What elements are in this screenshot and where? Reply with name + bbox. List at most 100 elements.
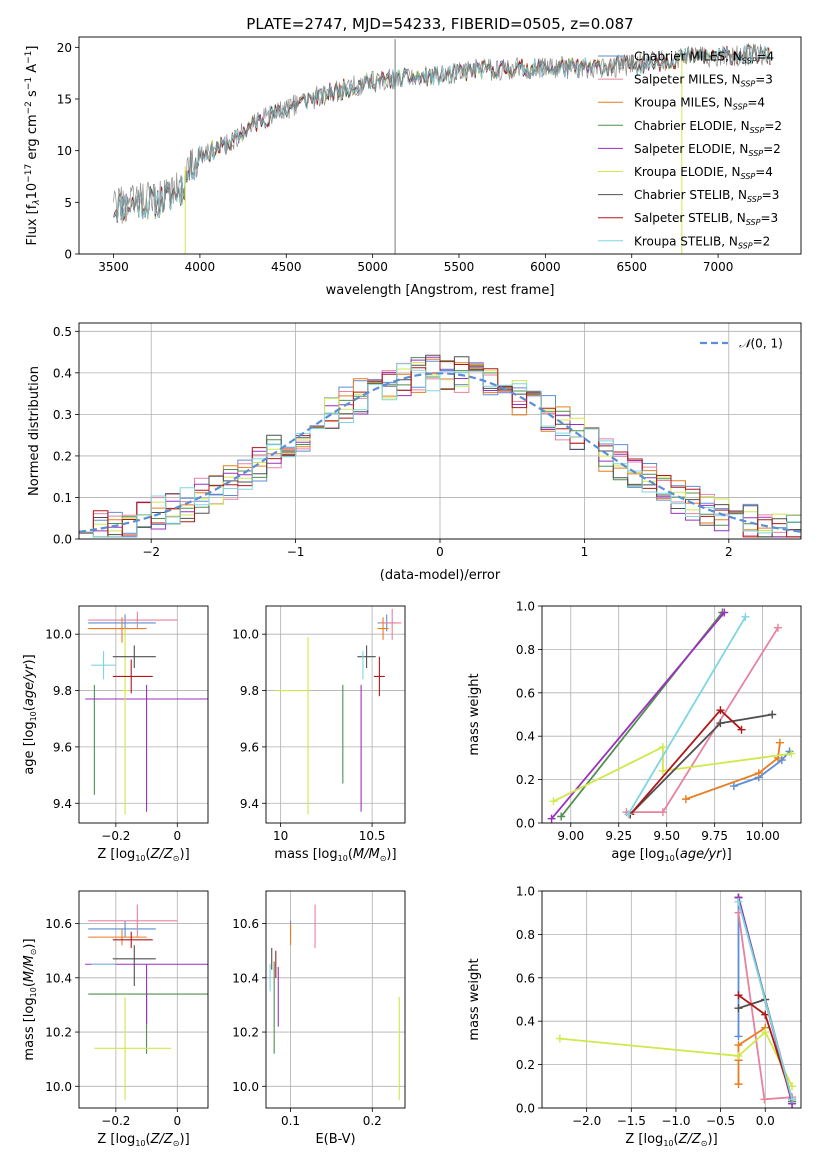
age-vs-Z-errorbar xyxy=(112,645,156,668)
massweight-vs-Z-xtick-label: −1.5 xyxy=(617,1114,646,1128)
spectrum-xlabel: wavelength [Angstrom, rest frame] xyxy=(326,283,555,298)
massweight-vs-Z-ytick-label: 1.0 xyxy=(516,885,535,899)
massweight-vs-age-ylabel: mass weight xyxy=(467,673,482,755)
massweight-vs-Z-xtick-label: −2.0 xyxy=(572,1114,601,1128)
mass-vs-EBV-axes: 0.1 0.2 10.0 10.2 10.4 10.6 xyxy=(232,891,405,1128)
massweight-vs-Z-plot-area xyxy=(555,893,797,1108)
residuals-plot-area xyxy=(78,354,802,538)
massweight-vs-age-point-marker xyxy=(768,710,777,719)
massweight-vs-age-point-marker xyxy=(624,810,633,819)
massweight-vs-age-point-marker xyxy=(549,797,558,806)
age-vs-Z-errorbar xyxy=(85,684,208,812)
spectrum-ytick-label: 0 xyxy=(64,248,72,262)
normal-reference-curve xyxy=(78,372,802,533)
mass-vs-Z-errorbar xyxy=(112,945,156,986)
spectrum-ytick-label: 5 xyxy=(64,196,72,210)
age-vs-mass-errorbar xyxy=(373,656,385,697)
massweight-vs-Z-point-marker xyxy=(734,897,743,906)
age-vs-Z-ytick-label: 10.0 xyxy=(45,628,72,642)
massweight-vs-Z-xtick-label: 0.0 xyxy=(756,1114,775,1128)
spectrum-ytick-label: 10 xyxy=(57,144,72,158)
spectrum-ytick-label: 20 xyxy=(57,41,72,55)
age-vs-Z-xtick-label: −0.2 xyxy=(101,829,130,843)
legend-label: Kroupa MILES, NSSP=4 xyxy=(634,96,765,112)
massweight-vs-Z-series-line xyxy=(737,901,793,1100)
massweight-vs-age-point-marker xyxy=(737,725,746,734)
massweight-vs-age-series xyxy=(624,612,750,819)
massweight-vs-age-xtick-label: 9.25 xyxy=(605,829,632,843)
age-vs-mass-frame xyxy=(265,605,406,824)
mass-vs-EBV-ytick-label: 10.2 xyxy=(232,1026,259,1040)
massweight-vs-age-point-marker xyxy=(720,608,729,617)
residuals-xlabel: (data-model)/error xyxy=(380,568,501,583)
mass-vs-Z-errorbar xyxy=(88,904,178,938)
age-vs-Z-errorbar xyxy=(122,628,129,815)
spectrum-model-line xyxy=(113,44,771,222)
mass-vs-EBV-ytick-label: 10.6 xyxy=(232,917,259,931)
massweight-vs-age-point-marker xyxy=(754,769,763,778)
residuals-ytick-label: 0.3 xyxy=(53,408,72,422)
plot-layer: 3500 4000 4500 5000 5500 6000 6500 700005101520… xyxy=(22,36,802,1148)
massweight-vs-age-xtick-label: 9.00 xyxy=(557,829,584,843)
spectrum-xtick-label: 6000 xyxy=(530,260,561,274)
legend-label: Salpeter ELODIE, NSSP=2 xyxy=(634,142,781,158)
residuals-xtick-label: 2 xyxy=(725,545,733,559)
mass-vs-EBV-plot-area xyxy=(269,904,400,1100)
spectrum-xtick-label: 5000 xyxy=(357,260,388,274)
age-vs-Z-ytick-label: 9.8 xyxy=(53,684,72,698)
age-vs-mass-plot-area xyxy=(275,608,402,815)
massweight-vs-age-point-marker xyxy=(729,782,738,791)
spectrum-xtick-label: 7000 xyxy=(703,260,734,274)
massweight-vs-Z-point-marker xyxy=(555,1034,564,1043)
mass-vs-Z-axes: −0.2 0 10.0 10.2 10.4 10.6 xyxy=(45,891,208,1128)
residuals-ytick-label: 0.5 xyxy=(53,325,72,339)
massweight-vs-age-frame xyxy=(541,605,802,824)
age-vs-Z-frame xyxy=(78,605,209,824)
massweight-vs-Z-ylabel: mass weight xyxy=(467,958,482,1040)
figure-title: PLATE=2747, MJD=54233, FIBERID=0505, z=0… xyxy=(246,15,633,33)
residuals-xtick-label: −1 xyxy=(287,545,305,559)
massweight-vs-age-point-marker xyxy=(681,795,690,804)
massweight-vs-age-point-marker xyxy=(557,812,566,821)
massweight-vs-age-series xyxy=(626,710,777,819)
massweight-vs-age-series-line xyxy=(685,742,781,800)
mass-vs-Z-plot-area xyxy=(85,904,208,1100)
massweight-vs-Z-point-marker xyxy=(760,1095,769,1104)
mass-vs-Z-frame xyxy=(78,890,209,1109)
massweight-vs-age-ytick-label: 0.8 xyxy=(516,643,535,657)
age-vs-mass-ytick-label: 9.4 xyxy=(240,797,259,811)
massweight-vs-age-point-marker xyxy=(716,719,725,728)
histogram-series xyxy=(79,363,801,538)
mass-vs-Z-ylabel: mass [log10(M/M⊙)] xyxy=(22,938,38,1060)
massweight-vs-Z-xlabel: Z [log10(Z/Z⊙)] xyxy=(625,1132,717,1148)
mass-vs-Z-xlabel: Z [log10(Z/Z⊙)] xyxy=(97,1132,189,1148)
mass-vs-EBV-xtick-label: 0.2 xyxy=(363,1114,382,1128)
massweight-vs-age-point-marker xyxy=(773,623,782,632)
massweight-vs-Z-point-marker xyxy=(734,991,743,1000)
legend-label: Chabrier STELIB, NSSP=3 xyxy=(634,188,779,204)
massweight-vs-age-xtick-label: 9.75 xyxy=(701,829,728,843)
residuals-legend: 𝒩(0, 1) xyxy=(700,337,783,351)
massweight-vs-Z-point-marker xyxy=(734,1041,743,1050)
massweight-vs-Z-point-marker xyxy=(761,1028,770,1037)
residuals-xtick-label: 1 xyxy=(581,545,589,559)
mass-vs-Z-errorbar xyxy=(94,996,172,1100)
spectrum-axes: 3500 4000 4500 5000 5500 6000 6500 7000 0 5 10 15 20 xyxy=(57,41,734,274)
massweight-vs-age-point-marker xyxy=(658,808,667,817)
massweight-vs-Z-ytick-label: 0.0 xyxy=(516,1102,535,1116)
massweight-vs-age-series xyxy=(549,743,796,806)
massweight-vs-Z-point-marker xyxy=(734,1080,743,1089)
age-vs-mass-axes: 10 10.5 9.4 9.6 9.8 10.0 xyxy=(232,606,405,843)
age-vs-Z-ylabel: age [log10(age/yr)] xyxy=(22,654,38,774)
age-vs-Z-xtick-label: 0 xyxy=(173,829,181,843)
residuals-ylabel: Normed distribution xyxy=(27,366,42,496)
massweight-vs-age-point-marker xyxy=(775,738,784,747)
massweight-vs-Z-point-marker xyxy=(788,1095,797,1104)
massweight-vs-age-point-marker xyxy=(658,766,667,775)
legend-label: 𝒩(0, 1) xyxy=(739,337,783,351)
residuals-xtick-label: −2 xyxy=(142,545,160,559)
spectrum-data-line xyxy=(113,43,771,224)
age-vs-mass-ytick-label: 10.0 xyxy=(232,628,259,642)
age-vs-mass-xtick-label: 10.5 xyxy=(359,829,386,843)
residuals-ytick-label: 0.1 xyxy=(53,491,72,505)
